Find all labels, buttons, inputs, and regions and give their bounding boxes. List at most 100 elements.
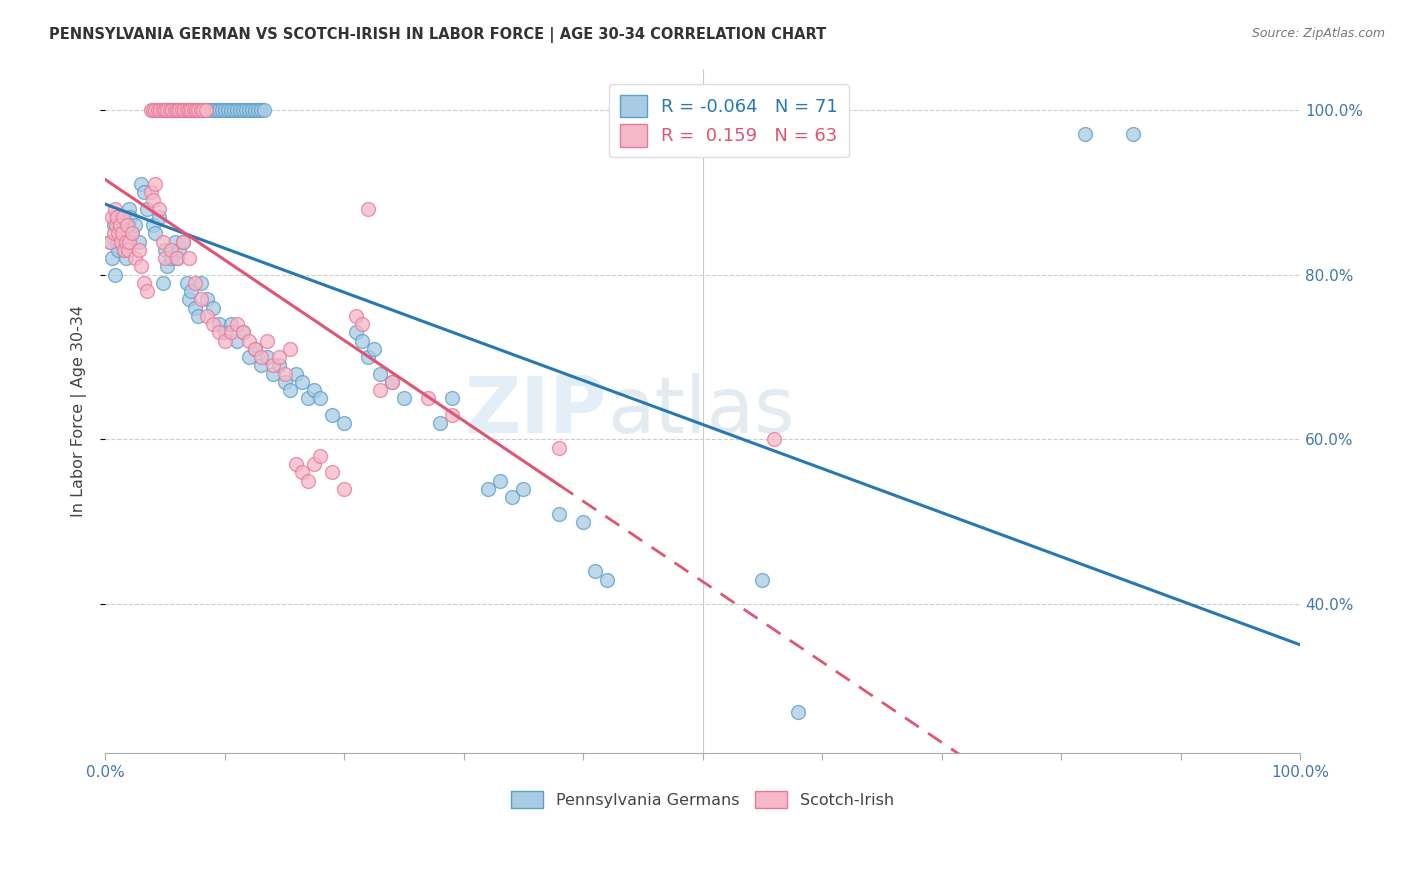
Point (256, 350, 278, 364)
Point (132, 185, 155, 199)
Point (160, 251, 183, 265)
Point (208, 317, 231, 331)
Point (243, 342, 266, 356)
Point (309, 449, 332, 463)
Point (190, 103, 212, 117)
Point (201, 317, 224, 331)
Point (172, 235, 194, 249)
Point (1074, 128, 1097, 142)
Point (225, 103, 247, 117)
Point (124, 218, 146, 232)
Point (118, 235, 141, 249)
Point (169, 103, 191, 117)
Point (111, 218, 134, 232)
Point (115, 218, 138, 232)
Point (107, 227, 129, 241)
Point (501, 490, 523, 504)
Point (201, 301, 224, 315)
Point (103, 227, 125, 241)
Point (177, 293, 200, 307)
Point (201, 103, 224, 117)
Point (156, 103, 179, 117)
Point (333, 482, 356, 496)
Point (105, 210, 128, 224)
Point (304, 457, 326, 471)
Point (101, 210, 124, 224)
Point (273, 375, 295, 389)
Point (172, 235, 194, 249)
Point (148, 210, 170, 224)
Point (195, 293, 218, 307)
Point (132, 276, 155, 290)
Point (297, 474, 319, 488)
Point (142, 218, 165, 232)
Point (169, 243, 191, 257)
Point (112, 227, 135, 241)
Point (208, 103, 231, 117)
Point (217, 103, 239, 117)
Point (98, 235, 121, 249)
Point (184, 103, 207, 117)
Point (153, 103, 176, 117)
Point (173, 103, 195, 117)
Point (124, 251, 146, 265)
Point (363, 342, 385, 356)
Point (200, 103, 222, 117)
Point (194, 103, 217, 117)
Point (166, 251, 188, 265)
Point (285, 457, 308, 471)
Point (321, 466, 343, 480)
Point (110, 235, 132, 249)
Point (1122, 128, 1144, 142)
Point (159, 103, 181, 117)
Point (273, 367, 295, 381)
Point (190, 276, 212, 290)
Point (152, 276, 174, 290)
Point (177, 251, 200, 265)
Point (142, 103, 165, 117)
Point (104, 202, 127, 216)
Point (180, 103, 202, 117)
Point (145, 177, 167, 191)
Point (166, 251, 188, 265)
Point (596, 573, 619, 587)
Point (214, 103, 236, 117)
Point (166, 103, 188, 117)
Point (108, 227, 131, 241)
Point (357, 202, 380, 216)
Point (344, 309, 367, 323)
Point (120, 210, 142, 224)
Point (128, 243, 150, 257)
Point (477, 482, 499, 496)
Point (118, 202, 141, 216)
Point (104, 268, 127, 282)
Point (98, 235, 121, 249)
Point (304, 383, 326, 397)
Point (117, 243, 139, 257)
Point (572, 515, 595, 529)
Point (156, 103, 179, 117)
Point (548, 507, 571, 521)
Point (152, 103, 174, 117)
Point (139, 185, 162, 199)
Point (160, 103, 183, 117)
Point (105, 218, 128, 232)
Point (176, 276, 198, 290)
Point (214, 334, 236, 348)
Point (190, 103, 212, 117)
Point (153, 243, 176, 257)
Point (187, 309, 209, 323)
Point (183, 103, 205, 117)
Point (352, 334, 374, 348)
Point (112, 210, 135, 224)
Point (751, 573, 773, 587)
Point (152, 235, 174, 249)
Point (187, 103, 209, 117)
Point (184, 276, 207, 290)
Legend: Pennsylvania Germans, Scotch-Irish: Pennsylvania Germans, Scotch-Irish (505, 785, 901, 814)
Point (146, 103, 169, 117)
Point (225, 317, 247, 331)
Point (195, 103, 218, 117)
Text: ZIP: ZIP (465, 373, 607, 449)
Point (105, 235, 128, 249)
